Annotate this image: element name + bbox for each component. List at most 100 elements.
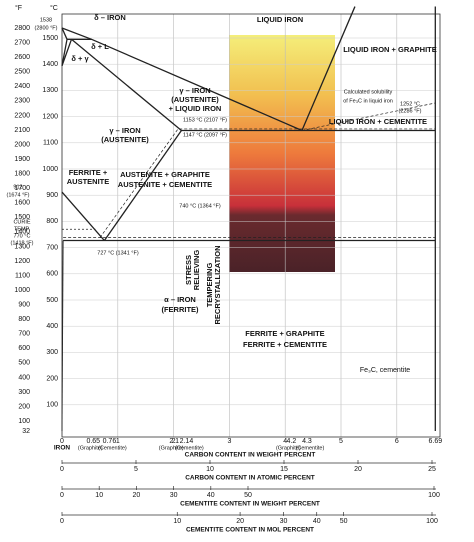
axis-tick-label: 50 (340, 518, 348, 525)
c-tick: 1500 (42, 35, 58, 42)
f-tick: 2500 (14, 69, 30, 76)
f-tick: 1800 (14, 171, 30, 178)
axis-title: CARBON CONTENT IN ATOMIC PERCENT (185, 475, 315, 482)
c-tick: 200 (46, 375, 58, 382)
process-label: RELIEVING (192, 250, 201, 291)
region-label: Fe₃C, cementite (360, 367, 410, 374)
c-tick: 500 (46, 297, 58, 304)
f-tick: 2100 (14, 127, 30, 134)
a3-line (61, 191, 105, 241)
region-label: δ + L (91, 42, 109, 51)
acm-line (103, 130, 182, 241)
tick-note: (Cementite) (296, 445, 325, 451)
carbon-wt-tick: 0 (60, 438, 64, 445)
region-label: FERRITE + (69, 168, 108, 177)
axis-tick-label: 100 (426, 518, 438, 525)
f-tick: 800 (18, 316, 30, 323)
annotation: 727 °C (1341 °F) (97, 250, 139, 256)
region-label: α – IRON (164, 295, 196, 304)
left-note: (2800 °F) (35, 25, 58, 31)
carbon-wt-tick: 4.2 (286, 438, 296, 445)
c-tick: 1100 (43, 140, 58, 147)
solidus (71, 38, 182, 131)
c-tick: 100 (46, 402, 58, 409)
delta-gamma (61, 39, 68, 66)
carbon-wt-tick: 0.76 (103, 438, 117, 445)
f-tick: 200 (18, 403, 30, 410)
annotation: of Fe₃C in liquid iron (343, 98, 393, 104)
ferrite-solvus (61, 240, 64, 432)
tick-note: (Cementite) (98, 445, 127, 451)
c-tick: 400 (46, 323, 58, 330)
f-tick: 300 (18, 389, 30, 396)
f-tick: 400 (18, 374, 30, 381)
axis-tick-label: 10 (173, 518, 181, 525)
tick-note: (Graphite) (276, 445, 301, 451)
region-label: LIQUID IRON + CEMENTITE (329, 117, 427, 126)
process-label: TEMPERING (205, 263, 214, 308)
f-tick: 700 (18, 331, 30, 338)
f-tick: 1200 (14, 258, 30, 265)
region-label: AUSTENITE + GRAPHITE (120, 170, 210, 179)
process-label: RECRYSTALLIZATION (213, 245, 222, 324)
left-note: TEMP. (14, 226, 31, 232)
c-tick: 700 (46, 244, 58, 251)
f-tick: 1000 (14, 287, 30, 294)
c-tick: 1300 (42, 87, 58, 94)
axis-tick-label: 0 (60, 518, 64, 525)
region-label: δ + γ (71, 54, 89, 63)
f-tick: 2000 (14, 141, 30, 148)
left-note: 770 °C (14, 233, 31, 239)
region-label: FERRITE + CEMENTITE (243, 340, 327, 349)
region-label: (FERRITE) (161, 305, 199, 314)
axis-title: CARBON CONTENT IN WEIGHT PERCENT (185, 452, 316, 459)
f-tick: 1500 (14, 214, 30, 221)
c-tick: 1400 (42, 61, 58, 68)
region-label: γ – IRON (109, 126, 140, 135)
annotation: 1147 °C (2097 °F) (183, 132, 227, 138)
c-tick: 300 (46, 349, 58, 356)
f-tick: 100 (18, 418, 30, 425)
region-label: + LIQUID IRON (169, 104, 222, 113)
f-tick: 1900 (14, 156, 30, 163)
carbon-wt-tick: 0.65 (86, 438, 100, 445)
region-label: AUSTENITE (67, 177, 110, 186)
carbon-wt-tick: 4.3 (302, 438, 312, 445)
carbon-wt-tick: 5 (339, 438, 343, 445)
tick-note: (Graphite) (78, 445, 103, 451)
axis-title: CEMENTITE CONTENT IN MOL PERCENT (186, 527, 314, 534)
left-note: (1418 °F) (11, 240, 34, 246)
axis-tick-label: 30 (280, 518, 288, 525)
region-label: (AUSTENITE) (171, 95, 219, 104)
tick-note: (Graphite) (159, 445, 184, 451)
c-tick: 1000 (42, 166, 58, 173)
c-tick: 900 (46, 192, 58, 199)
region-label: FERRITE + GRAPHITE (245, 329, 324, 338)
annotation: Calculated solubility (344, 89, 393, 95)
c-tick: 1200 (42, 113, 58, 120)
annotation: 740 °C (1364 °F) (179, 203, 221, 209)
region-label: LIQUID IRON (257, 15, 303, 24)
carbon-wt-tick: 3 (227, 438, 231, 445)
f-tick: 900 (18, 302, 30, 309)
carbon-wt-tick: 2.14 (180, 438, 194, 445)
heat-treatment-band (229, 35, 335, 272)
f-tick: 1700 (14, 185, 30, 192)
axis-title: CEMENTITE CONTENT IN WEIGHT PERCENT (180, 501, 320, 508)
carbon-wt-tick: 2.1 (169, 438, 179, 445)
carbon-wt-tick: 6.69 (428, 438, 442, 445)
f-tick: 2400 (14, 83, 30, 90)
process-label: STRESS (184, 255, 193, 285)
axis-tick-label: 0 (60, 466, 64, 473)
region-label: LIQUID IRON + GRAPHITE (343, 45, 437, 54)
axis-tick-label: 20 (133, 492, 141, 499)
left-note: 1538 (40, 17, 52, 23)
unit-f: °F (15, 4, 22, 12)
f-tick: 1400 (14, 229, 30, 236)
region-label: (AUSTENITE) (101, 135, 149, 144)
c-tick: 800 (46, 218, 58, 225)
solubility-line (301, 102, 436, 131)
axis-tick-label: 0 (60, 492, 64, 499)
carbon-wt-tick: 2 (172, 438, 176, 445)
